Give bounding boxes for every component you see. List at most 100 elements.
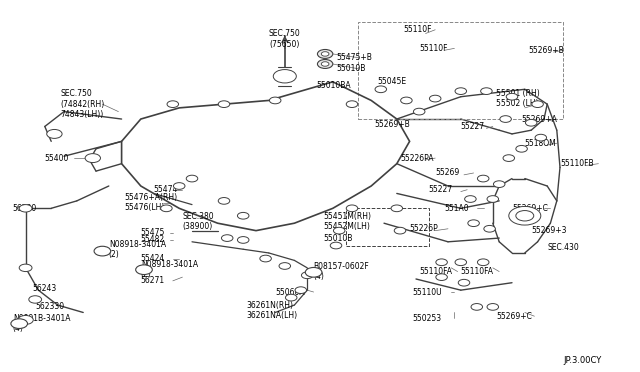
Text: 56230: 56230 (13, 204, 37, 213)
Circle shape (29, 296, 42, 303)
Circle shape (301, 272, 313, 279)
Text: 55010B: 55010B (323, 234, 353, 243)
Circle shape (321, 52, 329, 56)
Text: N08918-3401A
(2): N08918-3401A (2) (141, 260, 198, 279)
Text: SEC.380
(38900): SEC.380 (38900) (182, 212, 214, 231)
Circle shape (279, 263, 291, 269)
Text: 55227: 55227 (461, 122, 485, 131)
Text: 55475+B: 55475+B (336, 53, 372, 62)
Text: 55269+C: 55269+C (496, 312, 532, 321)
Circle shape (295, 287, 307, 294)
Circle shape (493, 181, 505, 187)
Text: 55400: 55400 (45, 154, 69, 163)
Text: 55010B: 55010B (336, 64, 365, 73)
Circle shape (317, 60, 333, 68)
Text: 550253: 550253 (413, 314, 442, 323)
Text: 55045E: 55045E (378, 77, 407, 86)
Circle shape (525, 119, 537, 126)
Circle shape (487, 196, 499, 202)
Circle shape (401, 97, 412, 104)
Text: N0891B-3401A
(4): N0891B-3401A (4) (13, 314, 70, 333)
Circle shape (47, 129, 62, 138)
Text: 5518OM: 5518OM (525, 139, 557, 148)
Circle shape (19, 264, 32, 272)
Circle shape (221, 235, 233, 241)
Circle shape (11, 319, 28, 328)
Circle shape (173, 183, 185, 189)
Circle shape (477, 259, 489, 266)
Text: 562330: 562330 (35, 302, 65, 311)
Text: 55226PA: 55226PA (400, 154, 433, 163)
Text: JP.3.00CY: JP.3.00CY (563, 356, 602, 365)
Text: 55110U: 55110U (413, 288, 442, 296)
Circle shape (468, 220, 479, 227)
Text: 55269+3: 55269+3 (531, 226, 566, 235)
Circle shape (436, 259, 447, 266)
Text: 55227: 55227 (429, 185, 453, 194)
Circle shape (509, 206, 541, 225)
Text: 55060A: 55060A (275, 288, 305, 296)
Circle shape (186, 175, 198, 182)
Circle shape (218, 101, 230, 108)
Text: 55424: 55424 (141, 254, 165, 263)
Text: 55482: 55482 (141, 235, 165, 244)
Circle shape (481, 88, 492, 94)
Circle shape (455, 88, 467, 94)
Circle shape (394, 227, 406, 234)
Circle shape (317, 49, 333, 58)
Text: SEC.430: SEC.430 (547, 243, 579, 252)
Text: N08918-3401A
(2): N08918-3401A (2) (109, 240, 166, 259)
Circle shape (285, 294, 297, 301)
Text: 55269: 55269 (435, 169, 460, 177)
Circle shape (161, 205, 172, 212)
Text: 55226P: 55226P (410, 224, 438, 233)
Text: 55269+A: 55269+A (522, 115, 557, 124)
Circle shape (260, 255, 271, 262)
Circle shape (94, 246, 111, 256)
Text: N: N (100, 248, 105, 254)
Text: 55501 (RH)
55502 (LH): 55501 (RH) 55502 (LH) (496, 89, 540, 108)
Circle shape (429, 95, 441, 102)
Text: 55110F: 55110F (403, 25, 432, 34)
Text: 55110FB: 55110FB (560, 159, 594, 168)
Text: 56243: 56243 (32, 284, 56, 293)
Circle shape (19, 205, 32, 212)
Text: 56271: 56271 (141, 276, 165, 285)
Text: N: N (141, 267, 147, 272)
Circle shape (535, 134, 547, 141)
Circle shape (273, 70, 296, 83)
Text: B: B (311, 270, 316, 275)
Text: 55475: 55475 (141, 228, 165, 237)
Circle shape (503, 155, 515, 161)
Text: N: N (17, 321, 22, 326)
Circle shape (506, 93, 518, 100)
Circle shape (85, 154, 100, 163)
Circle shape (471, 304, 483, 310)
Circle shape (305, 267, 322, 277)
Circle shape (532, 101, 543, 108)
Circle shape (436, 274, 447, 280)
Circle shape (477, 175, 489, 182)
Text: 55110F: 55110F (419, 44, 448, 53)
Text: SEC.750
(75650): SEC.750 (75650) (269, 29, 301, 49)
Circle shape (167, 101, 179, 108)
Circle shape (346, 101, 358, 108)
Circle shape (218, 198, 230, 204)
Circle shape (465, 196, 476, 202)
Text: 55269+B: 55269+B (528, 46, 564, 55)
Text: 55269+C: 55269+C (512, 204, 548, 213)
Circle shape (458, 279, 470, 286)
Circle shape (346, 205, 358, 212)
Circle shape (500, 116, 511, 122)
Text: 55269+B: 55269+B (374, 120, 410, 129)
Circle shape (375, 86, 387, 93)
Text: 36261N(RH)
36261NA(LH): 36261N(RH) 36261NA(LH) (246, 301, 298, 320)
Text: 55476+A(RH)
55476(LH): 55476+A(RH) 55476(LH) (125, 193, 178, 212)
Circle shape (136, 265, 152, 275)
Circle shape (516, 211, 534, 221)
Text: 55451M(RH)
55452M(LH): 55451M(RH) 55452M(LH) (323, 212, 371, 231)
Text: B08157-0602F
(4): B08157-0602F (4) (314, 262, 369, 281)
Circle shape (413, 108, 425, 115)
Circle shape (330, 242, 342, 249)
Text: 55474: 55474 (154, 185, 178, 194)
